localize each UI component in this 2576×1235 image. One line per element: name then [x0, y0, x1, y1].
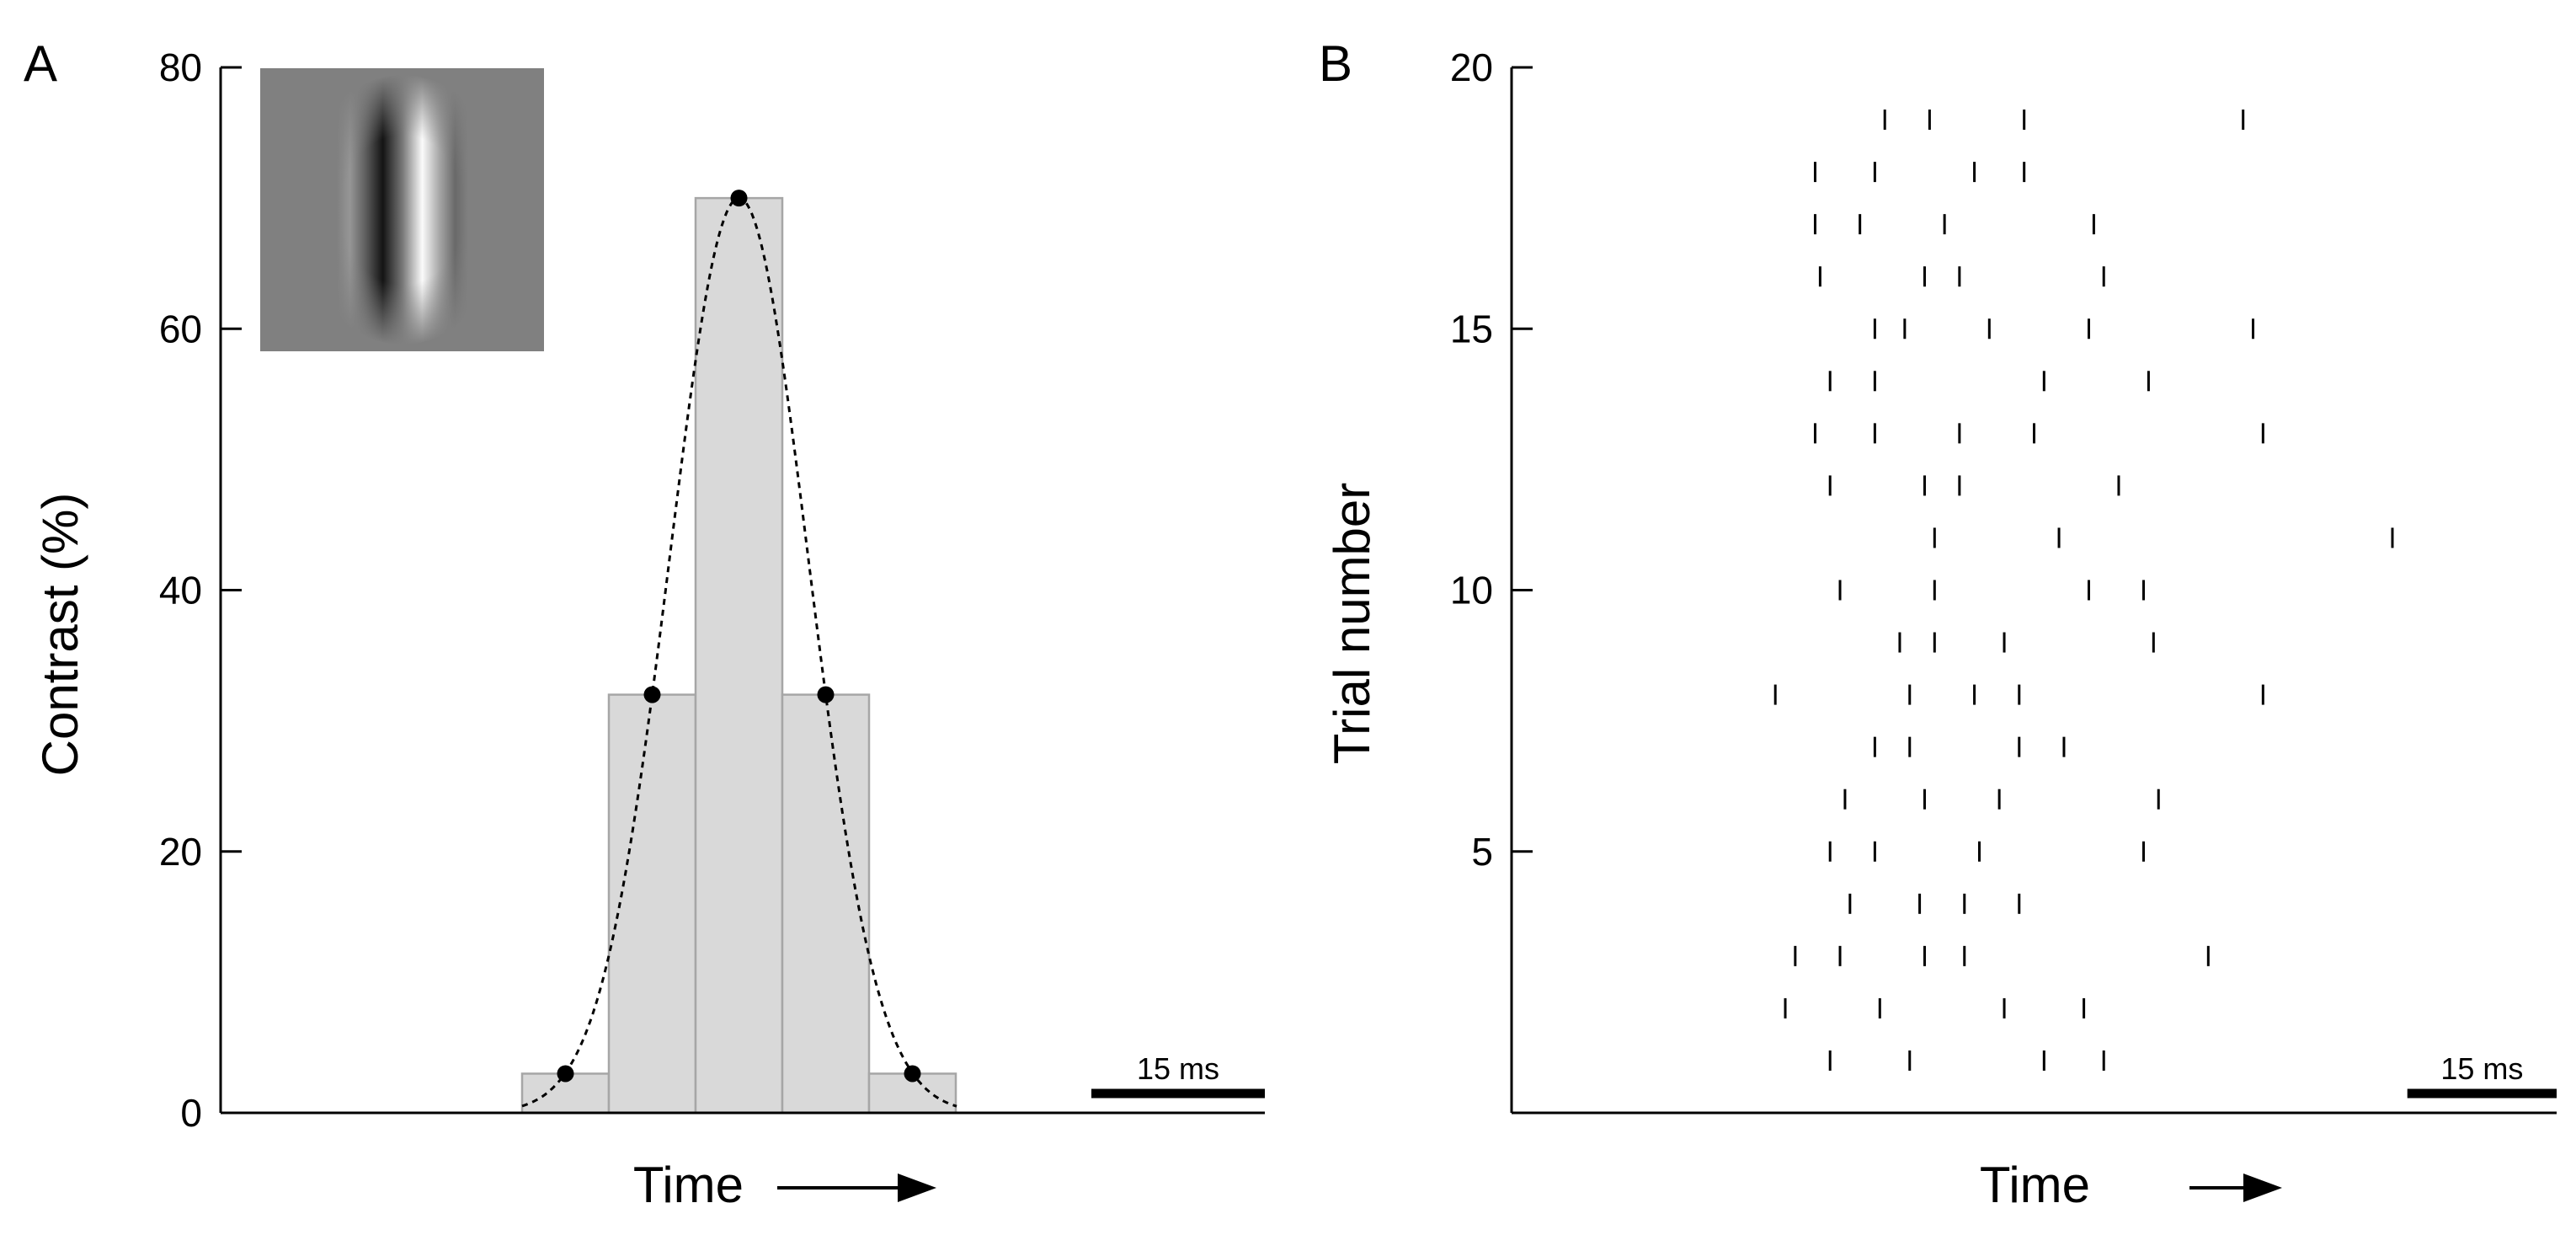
y-tick-label-15: 15: [1450, 307, 1493, 350]
spike-raster: [1773, 110, 2394, 1071]
y-tick-label-5: 5: [1471, 830, 1493, 874]
panel-b-label: B: [1319, 35, 1352, 92]
arrow-right-icon: [777, 1174, 936, 1202]
marker-4: [817, 686, 835, 703]
marker-5: [904, 1065, 921, 1083]
y-tick-label-0: 0: [180, 1091, 202, 1135]
y-tick-label-20: 20: [159, 830, 202, 874]
y-tick-label-20: 20: [1450, 45, 1493, 89]
panel-b: B 5 10 15 20 Trial number Time 15 ms: [1319, 35, 2557, 1213]
x-axis-label: Time: [633, 1157, 744, 1213]
marker-1: [557, 1065, 574, 1083]
panel-a-label: A: [24, 35, 57, 92]
marker-3: [730, 190, 748, 207]
panel-a: A 0 20 40 60 80 Contrast (%) Time 15 ms: [24, 35, 1265, 1213]
arrow-right-icon: [2189, 1174, 2282, 1202]
marker-2: [643, 686, 661, 703]
bar-4: [781, 693, 871, 1115]
scale-bar-label: 15 ms: [2440, 1051, 2523, 1086]
gabor-inset: [260, 68, 544, 351]
y-axis-label: Trial number: [1324, 483, 1380, 765]
marker-group: [557, 190, 921, 1083]
y-tick-label-60: 60: [159, 307, 202, 350]
x-axis-label: Time: [1980, 1157, 2090, 1213]
y-tick-label-10: 10: [1450, 569, 1493, 612]
bar-3: [694, 196, 784, 1115]
bar-2: [607, 693, 697, 1115]
scale-bar-label: 15 ms: [1137, 1051, 1219, 1086]
y-tick-label-80: 80: [159, 45, 202, 89]
y-axis-label: Contrast (%): [32, 493, 88, 777]
bar-group: [520, 196, 957, 1115]
y-tick-label-40: 40: [159, 569, 202, 612]
y-axis: 0 20 40 60 80: [159, 45, 242, 1135]
gabor-fade: [292, 74, 513, 345]
y-axis: 5 10 15 20: [1450, 45, 1533, 1113]
